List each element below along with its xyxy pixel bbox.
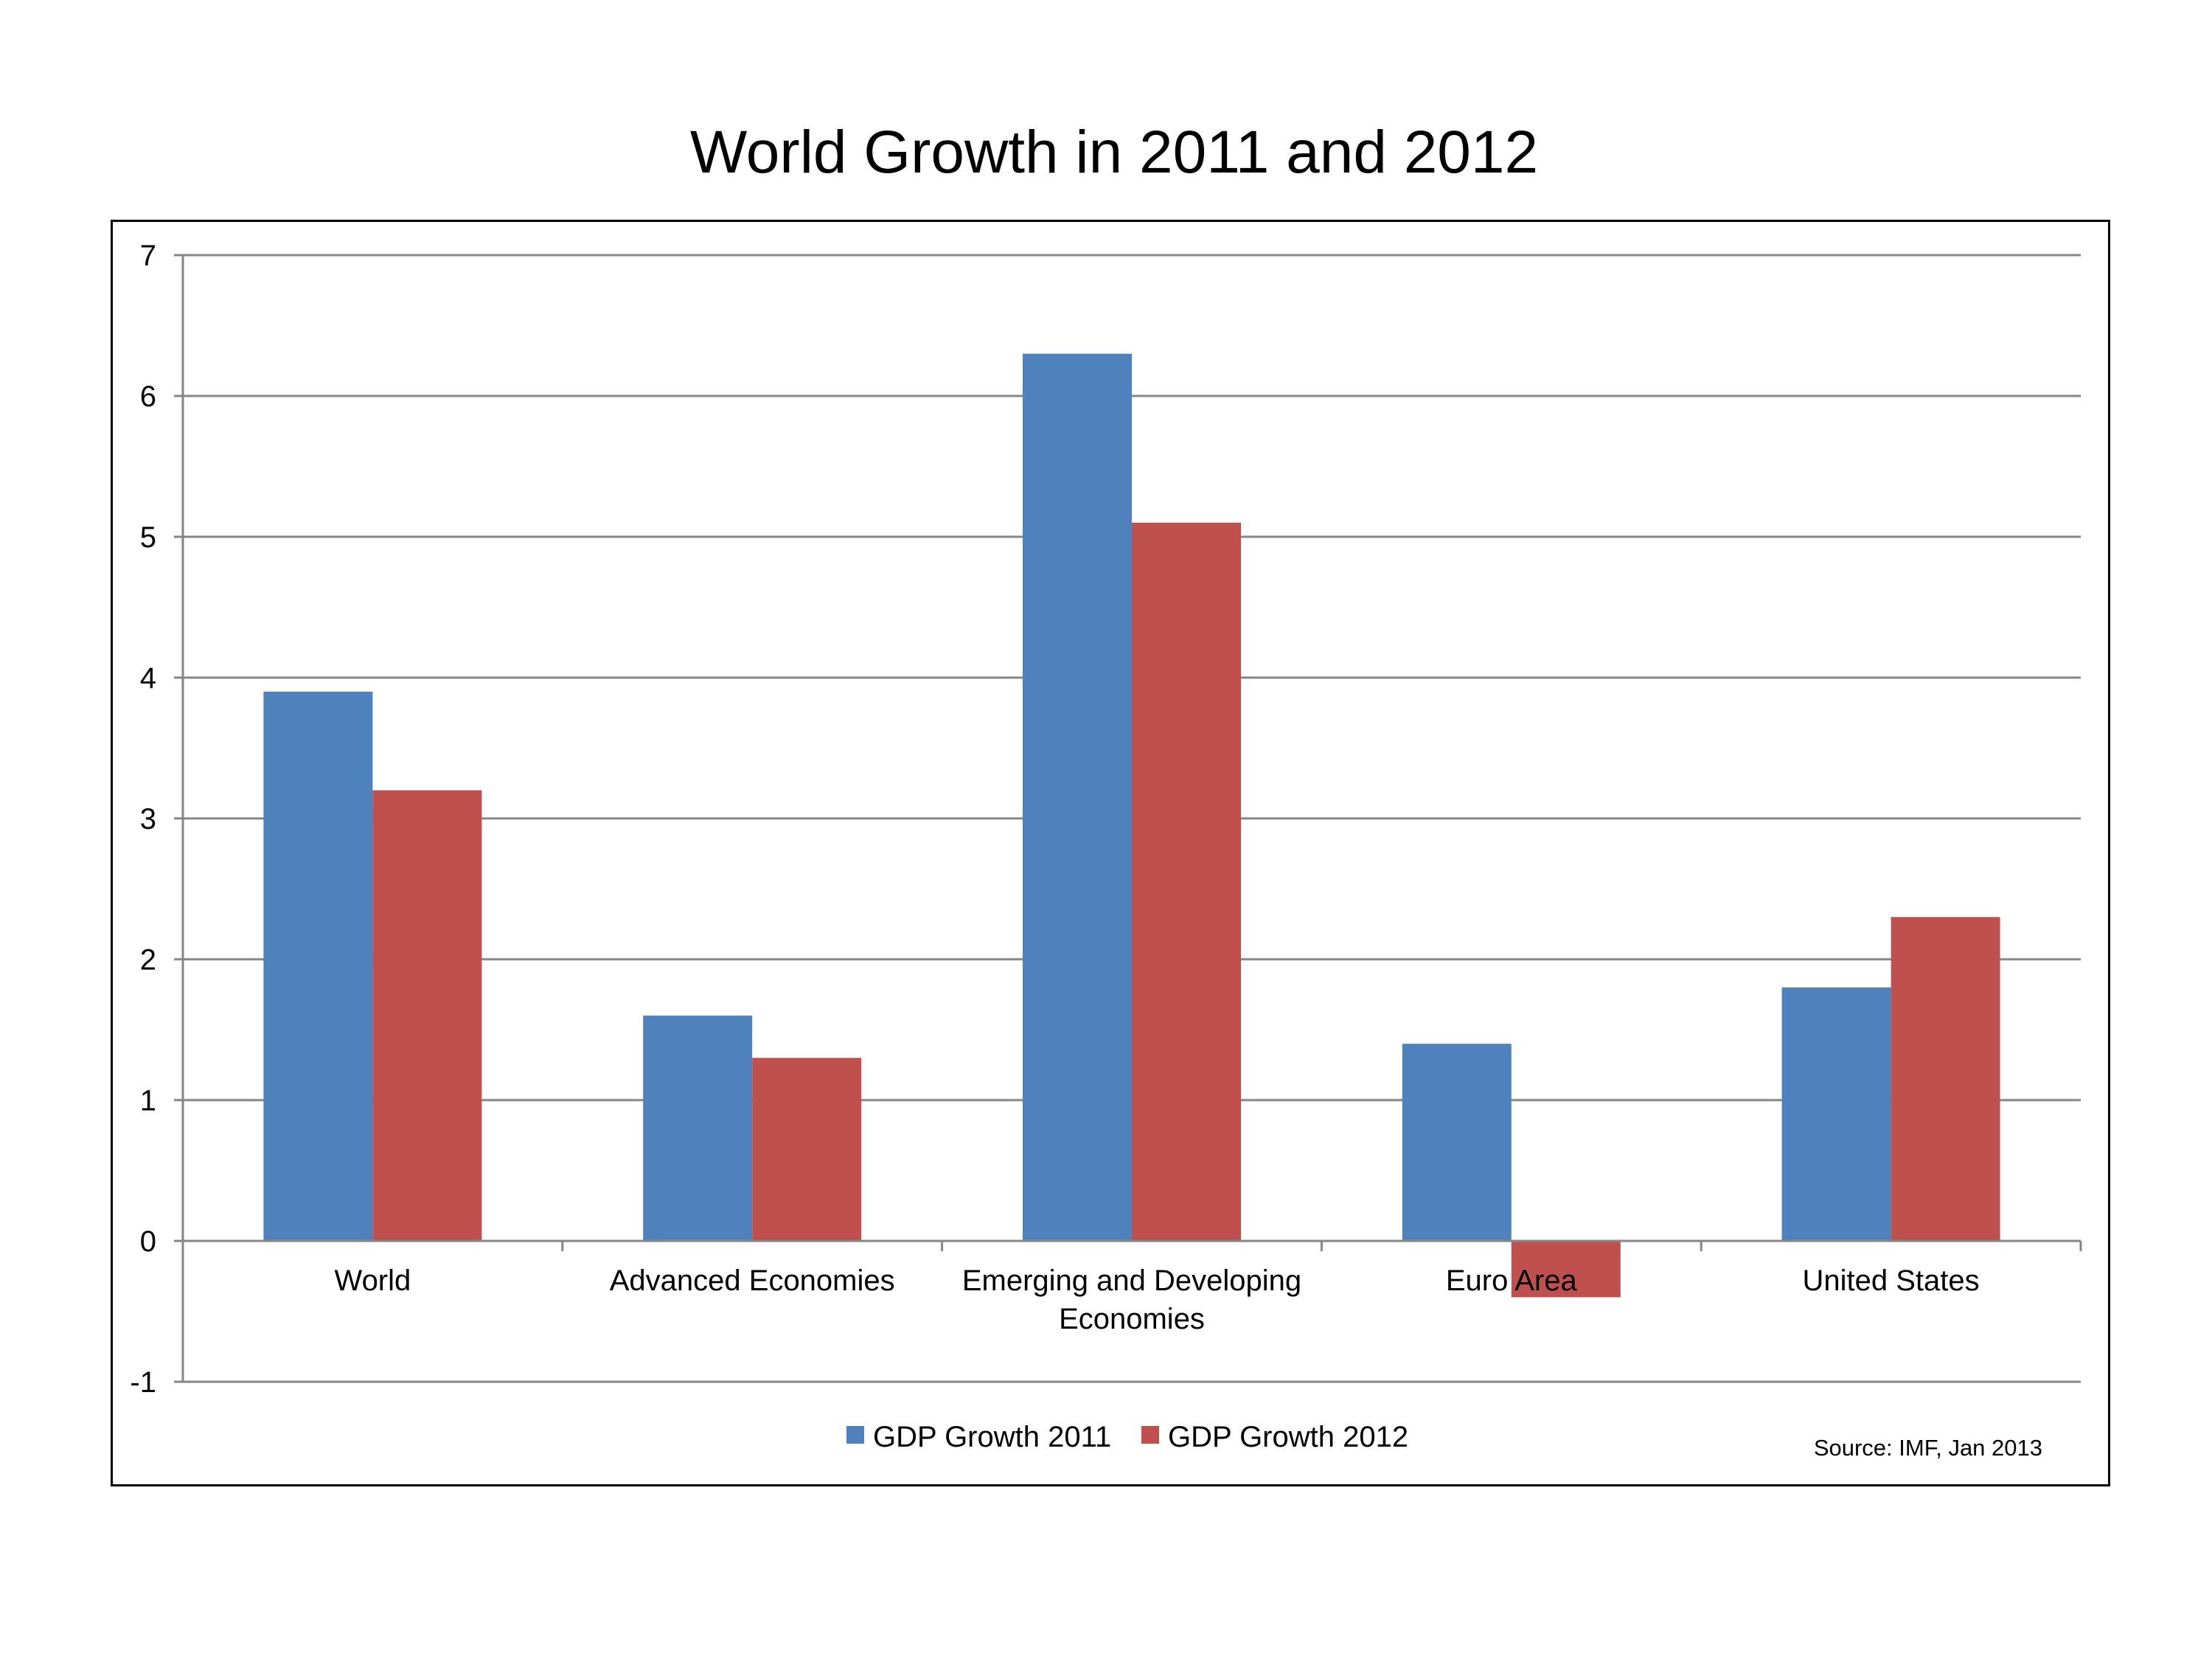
x-category-label: United States — [1803, 1265, 1980, 1297]
y-tick-label: 6 — [140, 380, 156, 413]
bar-gdp-2011 — [643, 1015, 753, 1241]
bar-gdp-2011 — [1402, 1043, 1512, 1241]
bar-gdp-2011 — [263, 692, 373, 1241]
bar-gdp-2012 — [1511, 1241, 1621, 1298]
legend-swatch-2011 — [846, 1426, 864, 1444]
chart-frame — [111, 220, 2110, 1486]
source-note: Source: IMF, Jan 2013 — [1814, 1435, 2042, 1461]
x-category-label: Advanced Economies — [610, 1265, 895, 1297]
bar-gdp-2012 — [1891, 917, 2000, 1241]
bar-gdp-2011 — [1781, 987, 1891, 1241]
bar-gdp-2012 — [372, 790, 482, 1241]
x-category-label: Euro Area — [1446, 1265, 1578, 1297]
bar-gdp-2012 — [1132, 522, 1241, 1241]
x-category-label: Economies — [1059, 1303, 1205, 1335]
bar-gdp-2011 — [1023, 353, 1132, 1242]
y-tick-label: -1 — [130, 1366, 156, 1399]
y-tick-label: 2 — [140, 944, 156, 976]
legend-label: GDP Growth 2011 — [873, 1421, 1111, 1453]
y-tick-label: 3 — [140, 803, 156, 835]
x-category-label: World — [335, 1265, 411, 1297]
y-tick-label: 7 — [140, 240, 156, 272]
legend-swatch-2012 — [1141, 1426, 1159, 1444]
bar-gdp-2012 — [752, 1057, 862, 1241]
y-tick-label: 1 — [140, 1085, 156, 1117]
y-tick-label: 0 — [140, 1225, 156, 1258]
legend-label: GDP Growth 2012 — [1168, 1421, 1408, 1453]
y-tick-label: 4 — [140, 662, 156, 695]
x-category-label: Emerging and Developing — [962, 1265, 1301, 1297]
chart-title: World Growth in 2011 and 2012 — [689, 119, 1539, 186]
y-tick-label: 5 — [140, 521, 156, 554]
